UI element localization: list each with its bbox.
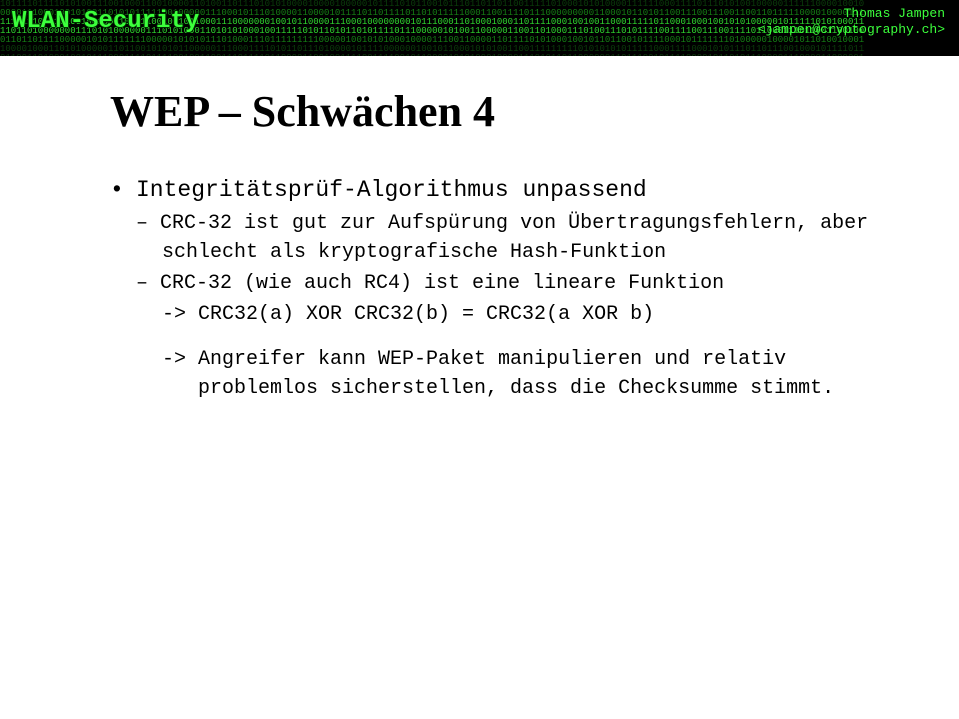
banner-title: WLAN-Security bbox=[12, 8, 199, 35]
header-banner: 1011110111101010011100100011001000011010… bbox=[0, 0, 959, 56]
bullet-main: Integritätsprüf-Algorithmus unpassend bbox=[110, 177, 899, 203]
sub-item-1: – CRC-32 ist gut zur Aufspürung von Über… bbox=[110, 209, 899, 267]
slide-title: WEP – Schwächen 4 bbox=[110, 86, 899, 137]
sub-item-3-arrow: -> Angreifer kann WEP-Paket manipulieren… bbox=[110, 345, 899, 403]
sub-item-2-arrow: -> CRC32(a) XOR CRC32(b) = CRC32(a XOR b… bbox=[110, 300, 899, 329]
banner-author: Thomas Jampen <jampen@cryptography.ch> bbox=[758, 6, 945, 38]
slide-body: WEP – Schwächen 4 Integritätsprüf-Algori… bbox=[0, 56, 959, 403]
author-email: <jampen@cryptography.ch> bbox=[758, 22, 945, 37]
spacer bbox=[110, 329, 899, 345]
author-name: Thomas Jampen bbox=[844, 6, 945, 21]
sub-item-2: – CRC-32 (wie auch RC4) ist eine lineare… bbox=[110, 269, 899, 298]
